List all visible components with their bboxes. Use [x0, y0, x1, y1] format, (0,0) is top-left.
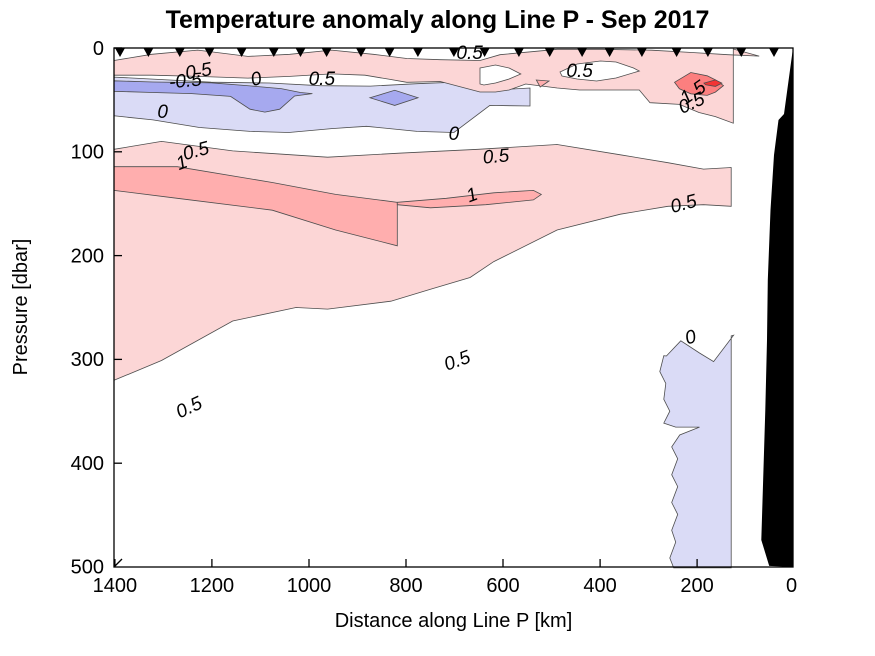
svg-text:800: 800: [389, 575, 422, 597]
svg-text:0: 0: [786, 575, 797, 597]
svg-text:0: 0: [93, 38, 104, 60]
svg-text:-0.5: -0.5: [168, 69, 203, 93]
svg-text:400: 400: [583, 575, 616, 597]
svg-text:400: 400: [71, 453, 104, 475]
svg-text:100: 100: [71, 142, 104, 164]
svg-text:1200: 1200: [190, 575, 235, 597]
svg-text:0.5: 0.5: [566, 61, 593, 82]
svg-text:0.5: 0.5: [309, 69, 336, 90]
svg-text:500: 500: [71, 557, 104, 579]
svg-text:600: 600: [486, 575, 519, 597]
svg-text:200: 200: [71, 245, 104, 267]
svg-text:300: 300: [71, 349, 104, 371]
svg-text:0: 0: [449, 124, 460, 145]
svg-text:200: 200: [680, 575, 713, 597]
svg-text:1000: 1000: [287, 575, 332, 597]
svg-text:0: 0: [157, 102, 168, 123]
svg-text:0.5: 0.5: [482, 145, 511, 168]
svg-text:0.5: 0.5: [456, 43, 483, 64]
